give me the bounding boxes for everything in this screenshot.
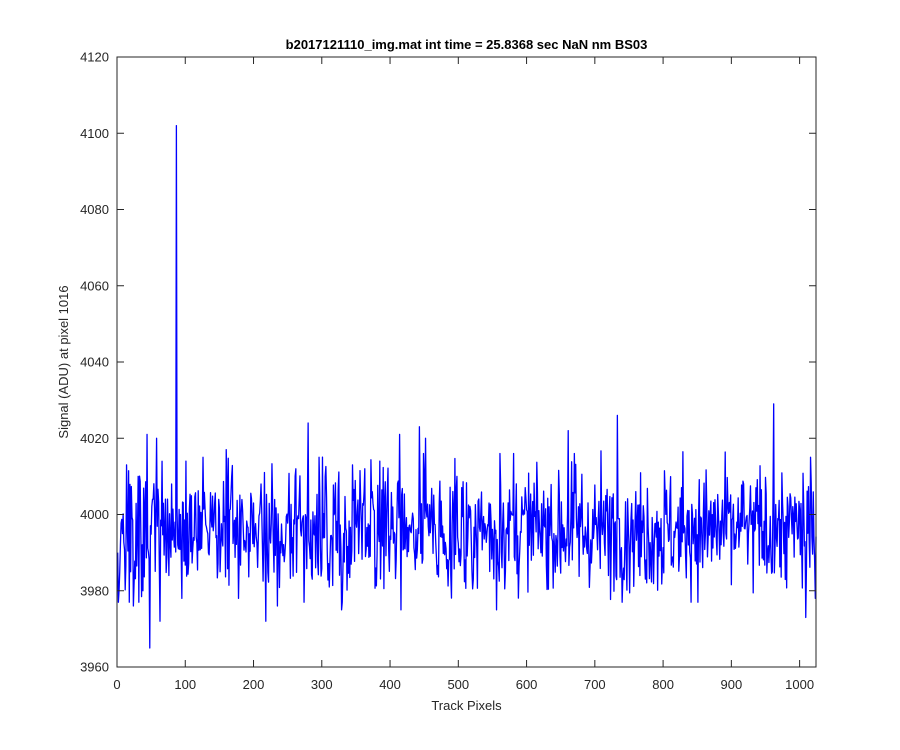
y-tick-label: 4100 xyxy=(80,126,109,141)
x-tick-label: 600 xyxy=(516,677,538,692)
x-tick-label: 300 xyxy=(311,677,333,692)
y-axis-ticks: 3960 3980 4000 4020 4040 4060 4080 4100 4120 xyxy=(80,50,816,675)
x-tick-label: 200 xyxy=(243,677,265,692)
y-tick-label: 4060 xyxy=(80,278,109,293)
x-tick-label: 500 xyxy=(447,677,469,692)
x-tick-label: 800 xyxy=(652,677,674,692)
y-axis-label: Signal (ADU) at pixel 1016 xyxy=(56,285,71,438)
y-tick-label: 4120 xyxy=(80,50,109,65)
chart-title: b2017121110_img.mat int time = 25.8368 s… xyxy=(286,37,648,52)
y-tick-label: 3960 xyxy=(80,660,109,675)
x-tick-label: 0 xyxy=(113,677,120,692)
y-tick-label: 4000 xyxy=(80,507,109,522)
x-axis-ticks: 0 100 200 300 400 500 600 700 800 900 1000 xyxy=(113,57,814,692)
y-tick-label: 4020 xyxy=(80,431,109,446)
series-line xyxy=(117,124,817,649)
x-tick-label: 400 xyxy=(379,677,401,692)
x-tick-label: 900 xyxy=(721,677,743,692)
plot-frame xyxy=(116,56,817,668)
x-tick-label: 1000 xyxy=(785,677,814,692)
x-tick-label: 100 xyxy=(174,677,196,692)
y-tick-label: 4040 xyxy=(80,355,109,370)
y-tick-label: 4080 xyxy=(80,202,109,217)
y-tick-label: 3980 xyxy=(80,583,109,598)
x-axis-label: Track Pixels xyxy=(431,698,502,713)
x-tick-label: 700 xyxy=(584,677,606,692)
